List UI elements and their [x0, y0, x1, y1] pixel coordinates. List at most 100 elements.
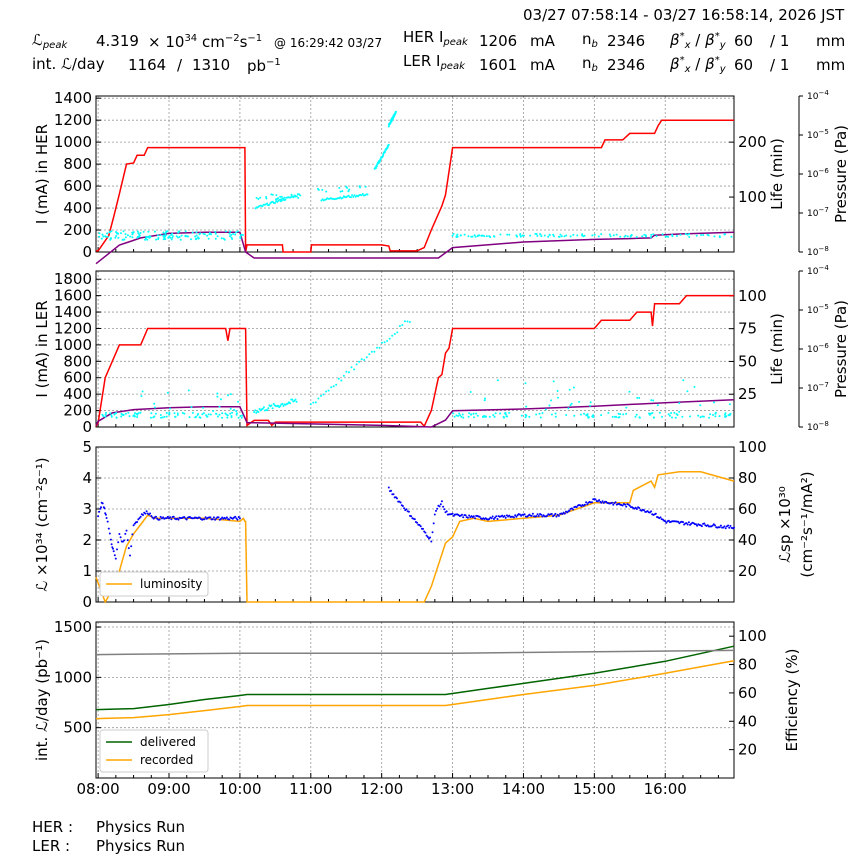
life-point [635, 236, 638, 239]
life-point [586, 414, 589, 417]
life-point [98, 232, 101, 235]
life-point [221, 416, 224, 419]
life-point [161, 416, 164, 419]
life-point [536, 234, 539, 237]
life-point [162, 238, 165, 241]
life-point [462, 416, 465, 419]
life-point [168, 235, 171, 238]
specific-point [126, 539, 129, 542]
legend: luminosity [99, 571, 209, 597]
life-point [544, 408, 547, 411]
life-point [378, 346, 381, 349]
life-point [98, 235, 101, 238]
life-point [504, 413, 507, 416]
life-point [291, 398, 294, 401]
life-point [207, 413, 210, 416]
life-point [456, 233, 459, 236]
life-point [409, 321, 411, 323]
life-point [391, 334, 394, 337]
life-point [340, 379, 343, 382]
y2tick-label: 50 [738, 352, 757, 370]
footer-ler-status: Physics Run [96, 837, 186, 855]
y2tick-label: 80 [738, 656, 757, 674]
y3tick-label: 10−8 [807, 245, 829, 258]
ler-beta-sep: / 1 [770, 56, 790, 74]
ler-ipeak-value: 1601 [479, 56, 518, 74]
life-point [179, 238, 182, 241]
y3tick-label: 10−4 [807, 264, 829, 277]
ler-nb-value: 2346 [607, 56, 646, 74]
life-point [140, 395, 143, 398]
life-point [277, 197, 279, 200]
specific-point [659, 516, 662, 519]
life-point [163, 415, 166, 418]
specific-point [714, 524, 716, 527]
life-point [295, 400, 298, 403]
life-point [554, 415, 557, 418]
life-point [122, 230, 125, 233]
life-point [115, 416, 118, 419]
specific-point [624, 503, 627, 506]
life-point [314, 401, 317, 404]
life-point [519, 233, 522, 236]
life-point [337, 377, 340, 380]
life-point [106, 235, 109, 238]
specific-point [131, 533, 134, 536]
specific-point [677, 520, 680, 523]
life-point [205, 414, 208, 417]
specific-point [203, 518, 206, 521]
life-point [131, 236, 134, 239]
life-point [271, 193, 274, 196]
life-point [146, 236, 149, 238]
life-point [670, 412, 673, 414]
life-point [541, 412, 544, 414]
life-point [150, 416, 152, 419]
life-point [358, 360, 361, 363]
life-point [553, 235, 555, 238]
specific-point [503, 515, 506, 517]
life-point [108, 231, 111, 234]
life-point [403, 320, 406, 323]
life-point [162, 231, 165, 234]
life-point [257, 198, 260, 200]
life-point [212, 410, 215, 412]
life-point [609, 235, 612, 238]
her-beta-sep: / 1 [770, 32, 790, 50]
series-current [95, 294, 734, 428]
life-point [499, 412, 502, 415]
specific-point [150, 515, 153, 517]
life-point [109, 237, 112, 240]
specific-point [583, 503, 586, 506]
life-point [492, 414, 495, 417]
specific-point [183, 516, 186, 519]
life-point [230, 415, 233, 417]
life-point [317, 397, 320, 400]
specific-point [650, 510, 653, 513]
life-point [724, 416, 727, 418]
life-point [540, 235, 543, 238]
life-point [289, 402, 292, 405]
life-point [467, 415, 470, 418]
life-point [259, 196, 262, 199]
specific-point [119, 536, 122, 539]
life-point [638, 397, 641, 399]
specific-point [159, 515, 162, 518]
life-point [120, 415, 123, 418]
specific-point [515, 515, 518, 518]
life-point [220, 398, 222, 401]
specific-point [635, 508, 638, 510]
y3tick-label: 10−6 [807, 342, 829, 355]
life-point [581, 233, 584, 236]
specific-point [138, 517, 141, 520]
life-point [164, 232, 167, 235]
specific-point [561, 513, 564, 515]
specific-point [696, 524, 699, 527]
specific-point [452, 514, 455, 517]
life-point [351, 194, 354, 197]
life-point [137, 412, 140, 415]
specific-point [418, 524, 421, 526]
life-point [195, 415, 198, 418]
her-ipeak-value: 1206 [479, 32, 518, 50]
life-point [600, 414, 603, 417]
